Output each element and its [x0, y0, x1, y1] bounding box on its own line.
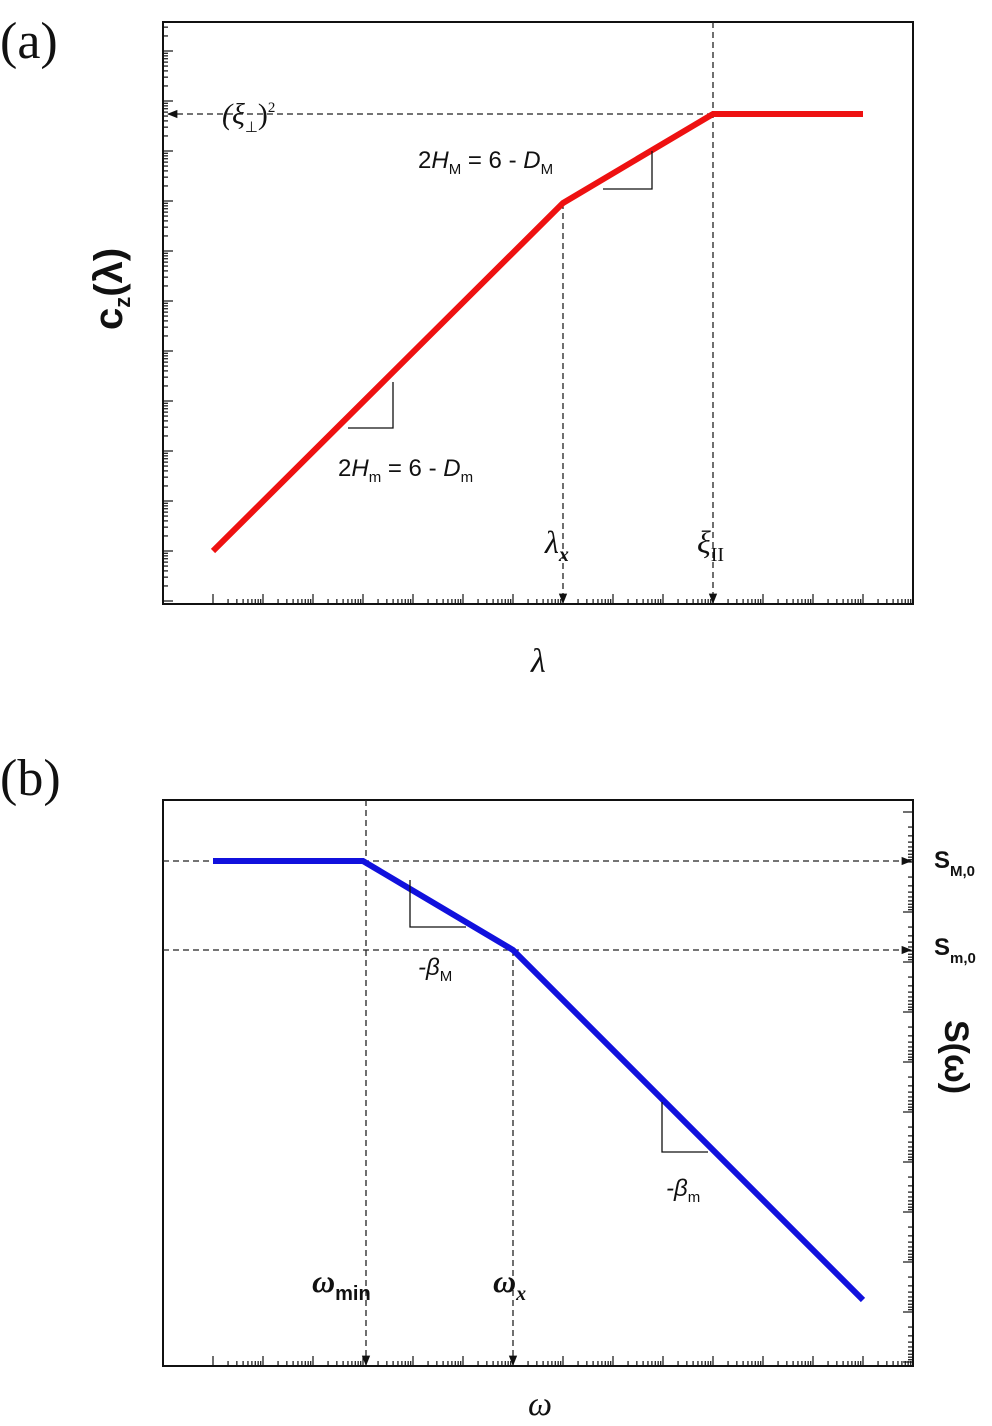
panel-a: (a) cz(λ) λ (ξ⊥)2 2HM = 6 - DM 2Hm = 6 -…	[0, 13, 914, 680]
y-axis-label: cz(λ)	[87, 248, 135, 330]
panel-tag: (a)	[0, 13, 58, 70]
annotation: λx	[544, 524, 569, 566]
annotation: ξII	[697, 524, 724, 566]
annotation: ωx	[493, 1263, 526, 1305]
annotation: 2HM = 6 - DM	[418, 147, 553, 178]
x-axis-label: ω	[528, 1386, 552, 1423]
plot-frame	[162, 799, 914, 1367]
annotation: -βm	[666, 1175, 700, 1206]
slope-triangle	[661, 1102, 708, 1153]
plot-frame	[162, 21, 914, 605]
annotation: ωmin	[312, 1263, 371, 1305]
x-axis-label: λ	[530, 643, 546, 680]
slope-triangle	[603, 151, 653, 190]
slope-triangle	[409, 880, 466, 928]
y-axis-label: S(ω)	[937, 1020, 975, 1094]
annotation: Sm,0	[934, 934, 976, 967]
panel-tag: (b)	[0, 750, 61, 807]
curve	[210, 111, 863, 554]
curve	[213, 858, 866, 1303]
annotation: 2Hm = 6 - Dm	[338, 455, 473, 486]
annotation: (ξ⊥)2	[222, 98, 275, 136]
annotation: SM,0	[934, 847, 975, 880]
slope-triangle	[348, 382, 394, 429]
panel-b: (b) S(ω) ω SM,0 Sm,0 -βM -βm ωmin ωx	[0, 750, 976, 1423]
annotation: -βM	[418, 954, 452, 985]
